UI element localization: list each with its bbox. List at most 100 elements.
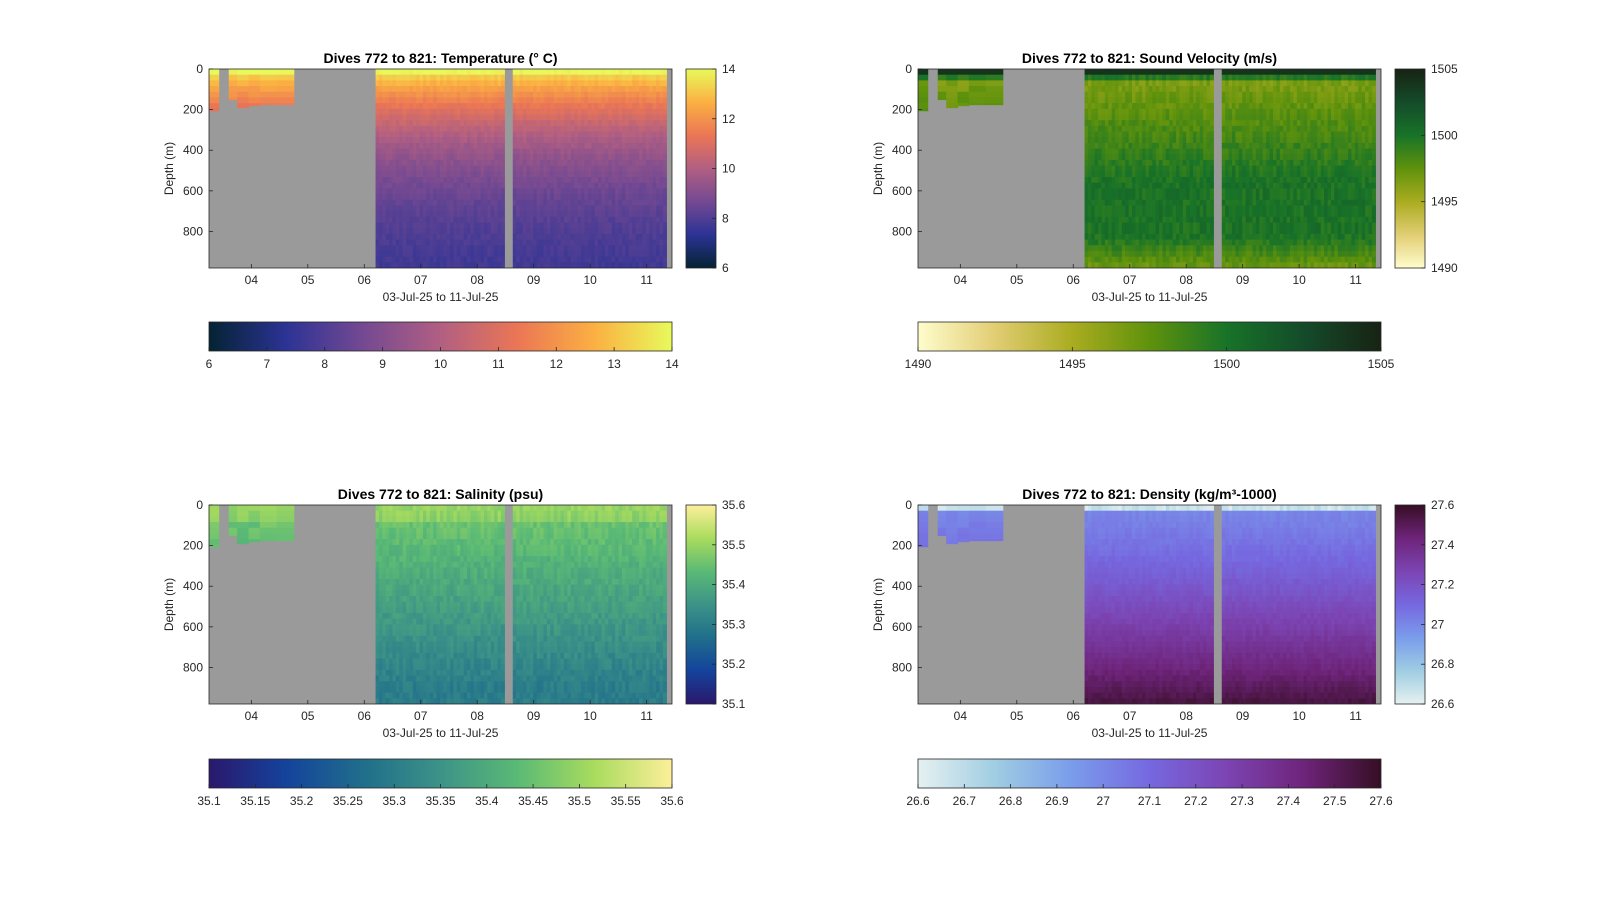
- colorbar-tick-label: 27.4: [1431, 538, 1455, 552]
- y-tick-label: 600: [892, 620, 912, 634]
- colorbar-tick-label: 35.55: [611, 794, 641, 808]
- x-tick-label: 06: [1067, 273, 1081, 287]
- y-axis-label: Depth (m): [871, 578, 885, 631]
- colorbar-tick-label: 27.3: [1230, 794, 1254, 808]
- y-tick-label: 600: [183, 184, 203, 198]
- colorbar-tick-label: 26.9: [1045, 794, 1069, 808]
- colorbar-tick-label: 26.8: [1431, 657, 1455, 671]
- x-tick-label: 04: [954, 709, 968, 723]
- x-tick-label: 06: [358, 709, 372, 723]
- colorbar-tick-label: 26.6: [906, 794, 930, 808]
- x-tick-label: 09: [527, 273, 541, 287]
- y-tick-label: 200: [892, 103, 912, 117]
- colorbar-tick-label: 35.6: [722, 498, 746, 512]
- colorbar-tick-label: 35.5: [722, 538, 746, 552]
- vertical-colorbar: [686, 505, 716, 704]
- data-field: [209, 505, 667, 704]
- x-tick-label: 04: [954, 273, 968, 287]
- colorbar-tick-label: 8: [722, 211, 729, 225]
- colorbar-tick-label: 27.2: [1184, 794, 1208, 808]
- x-tick-label: 04: [245, 709, 259, 723]
- x-tick-label: 09: [1236, 273, 1250, 287]
- data-field: [209, 69, 667, 268]
- horizontal-colorbar: [209, 322, 672, 351]
- colorbar-tick-label: 35.35: [425, 794, 455, 808]
- horizontal-colorbar: [918, 322, 1381, 351]
- x-tick-label: 05: [301, 709, 315, 723]
- x-tick-label: 07: [414, 709, 428, 723]
- colorbar-tick-label: 27.6: [1369, 794, 1393, 808]
- colorbar-tick-label: 1490: [1431, 261, 1458, 275]
- colorbar-tick-label: 26.7: [953, 794, 977, 808]
- colorbar-tick-label: 10: [434, 357, 448, 371]
- colorbar-tick-label: 7: [264, 357, 271, 371]
- x-tick-label: 04: [245, 273, 259, 287]
- colorbar-tick-label: 35.1: [722, 697, 746, 711]
- colorbar-tick-label: 35.1: [197, 794, 221, 808]
- colorbar-tick-label: 1505: [1431, 62, 1458, 76]
- x-tick-label: 07: [1123, 273, 1137, 287]
- y-tick-label: 800: [892, 660, 912, 674]
- y-axis-label: Depth (m): [871, 142, 885, 195]
- x-tick-label: 05: [301, 273, 315, 287]
- axes-box: [917, 504, 1382, 705]
- y-tick-label: 0: [196, 62, 203, 76]
- axes-box: [917, 68, 1382, 269]
- colorbar-tick-label: 26.6: [1431, 697, 1455, 711]
- axes-box: [208, 504, 673, 705]
- x-tick-label: 09: [527, 709, 541, 723]
- vertical-colorbar: [1395, 69, 1425, 268]
- y-tick-label: 200: [183, 539, 203, 553]
- x-tick-label: 08: [471, 273, 485, 287]
- x-tick-label: 10: [583, 273, 597, 287]
- y-tick-label: 600: [183, 620, 203, 634]
- y-tick-label: 200: [892, 539, 912, 553]
- colorbar-tick-label: 35.5: [568, 794, 592, 808]
- data-field: [918, 69, 1376, 268]
- y-tick-label: 0: [196, 498, 203, 512]
- x-axis-label: 03-Jul-25 to 11-Jul-25: [1092, 726, 1208, 740]
- colorbar-tick-label: 35.45: [518, 794, 548, 808]
- vertical-colorbar: [686, 69, 716, 268]
- chart-title: Dives 772 to 821: Temperature (° C): [323, 50, 557, 66]
- x-axis-label: 03-Jul-25 to 11-Jul-25: [383, 290, 499, 304]
- colorbar-tick-label: 35.4: [475, 794, 499, 808]
- colorbar-tick-label: 27.4: [1277, 794, 1301, 808]
- x-tick-label: 10: [1292, 709, 1306, 723]
- colorbar-tick-label: 1495: [1059, 357, 1086, 371]
- chart-title: Dives 772 to 821: Density (kg/m³-1000): [1022, 486, 1276, 502]
- chart-title: Dives 772 to 821: Sound Velocity (m/s): [1022, 50, 1277, 66]
- colorbar-tick-label: 27: [1431, 617, 1445, 631]
- x-axis-label: 03-Jul-25 to 11-Jul-25: [383, 726, 499, 740]
- x-tick-label: 10: [583, 709, 597, 723]
- y-tick-label: 400: [183, 579, 203, 593]
- vertical-colorbar: [1395, 505, 1425, 704]
- colorbar-tick-label: 1500: [1431, 128, 1458, 142]
- panel-salinity: 04 05 06 07 08 09 10 11 0 200 400 600 800 Dives 772 t…: [162, 486, 746, 808]
- colorbar-tick-label: 10: [722, 162, 736, 176]
- x-tick-label: 07: [414, 273, 428, 287]
- x-tick-label: 11: [640, 709, 653, 723]
- y-tick-label: 200: [183, 103, 203, 117]
- y-tick-label: 400: [892, 579, 912, 593]
- colorbar-tick-label: 1490: [905, 357, 932, 371]
- x-tick-label: 10: [1292, 273, 1306, 287]
- colorbar-tick-label: 35.4: [722, 578, 746, 592]
- colorbar-tick-label: 8: [321, 357, 328, 371]
- y-axis-label: Depth (m): [162, 142, 176, 195]
- colorbar-tick-label: 27.6: [1431, 498, 1455, 512]
- y-tick-label: 400: [892, 143, 912, 157]
- x-tick-label: 08: [1180, 709, 1194, 723]
- colorbar-tick-label: 1495: [1431, 195, 1458, 209]
- x-tick-label: 06: [1067, 709, 1081, 723]
- horizontal-colorbar: [918, 759, 1381, 788]
- x-tick-label: 05: [1010, 709, 1024, 723]
- x-tick-label: 09: [1236, 709, 1250, 723]
- colorbar-tick-label: 12: [550, 357, 564, 371]
- colorbar-tick-label: 12: [722, 112, 736, 126]
- y-tick-label: 800: [892, 224, 912, 238]
- colorbar-tick-label: 1505: [1368, 357, 1395, 371]
- y-tick-label: 0: [905, 62, 912, 76]
